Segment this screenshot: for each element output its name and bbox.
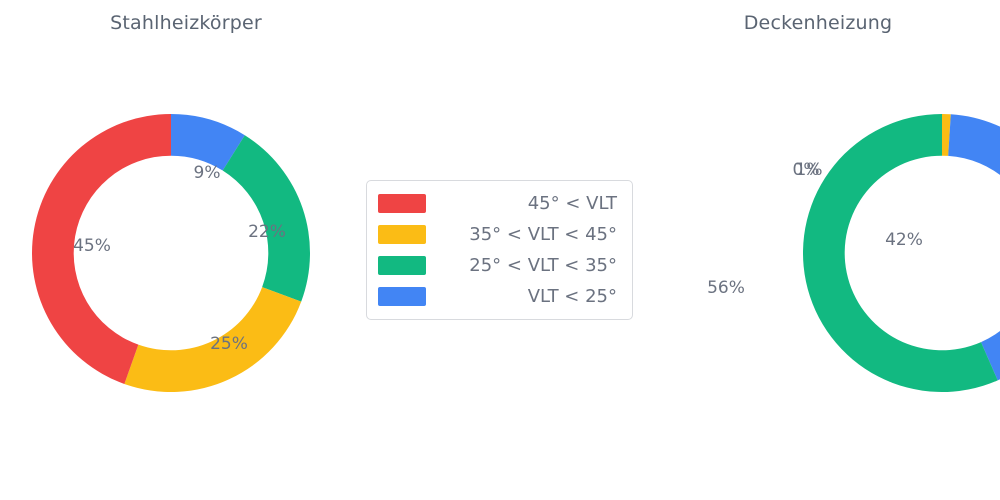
chart-panel-stahlheizkoerper: Stahlheizkörper bbox=[0, 0, 372, 500]
legend-item-label: 45° < VLT bbox=[527, 193, 617, 214]
legend-item-label: VLT < 25° bbox=[527, 286, 617, 307]
donut-slice[interactable] bbox=[803, 114, 998, 392]
legend-item-label: 25° < VLT < 35° bbox=[469, 255, 617, 276]
legend-swatch-blue bbox=[378, 287, 426, 306]
donut-slice[interactable] bbox=[124, 287, 302, 392]
donut-slice[interactable] bbox=[222, 135, 310, 302]
legend-item[interactable]: 45° < VLT bbox=[378, 190, 619, 217]
donut-slice[interactable] bbox=[32, 114, 171, 384]
donut-slice[interactable] bbox=[948, 114, 1000, 381]
donut-slice[interactable] bbox=[171, 114, 245, 171]
legend-item[interactable]: 35° < VLT < 45° bbox=[378, 221, 619, 248]
chart-legend[interactable]: 45° < VLT 35° < VLT < 45° 25° < VLT < 35° V… bbox=[366, 180, 633, 320]
donut-chart-left[interactable] bbox=[32, 114, 310, 392]
chart-panel-deckenheizung: Deckenheizung bbox=[636, 0, 1000, 500]
donut-chart-left-svg bbox=[32, 114, 310, 392]
legend-item-label: 35° < VLT < 45° bbox=[469, 224, 617, 245]
legend-swatch-green bbox=[378, 256, 426, 275]
donut-chart-right[interactable] bbox=[803, 114, 1000, 392]
chart-title-right: Deckenheizung bbox=[743, 12, 893, 34]
legend-swatch-red bbox=[378, 194, 426, 213]
legend-item[interactable]: VLT < 25° bbox=[378, 283, 619, 310]
donut-chart-right-svg bbox=[803, 114, 1000, 392]
legend-swatch-amber bbox=[378, 225, 426, 244]
chart-title-left: Stahlheizkörper bbox=[110, 12, 262, 34]
donut-slice[interactable] bbox=[942, 114, 951, 156]
legend-item[interactable]: 25° < VLT < 35° bbox=[378, 252, 619, 279]
